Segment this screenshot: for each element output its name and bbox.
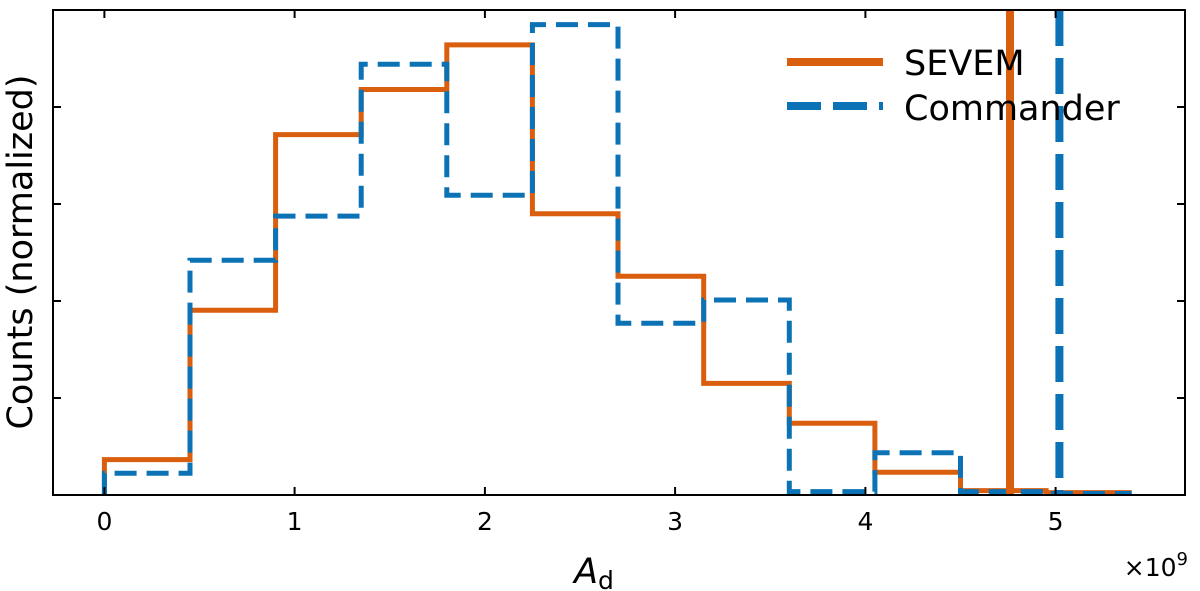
x-tick-label-4: 4	[857, 507, 873, 536]
x-tick-label-1: 1	[287, 507, 303, 536]
legend-label-sevem: SEVEM	[904, 44, 1025, 84]
x-axis-multiplier-base: ×10	[1124, 553, 1177, 582]
marker-lines-layer	[1006, 10, 1064, 495]
x-axis-label: Ad	[572, 552, 614, 591]
x-tick-label-3: 3	[667, 507, 683, 536]
tick-labels-layer: 0 1 2 3 4 5	[96, 507, 1063, 536]
x-axis-multiplier: ×109	[1124, 549, 1188, 582]
x-axis-label-main: A	[572, 552, 598, 591]
ticks-layer	[53, 10, 1185, 495]
series-commander-histogram	[101, 22, 1132, 496]
x-axis-label-subscript: d	[598, 566, 614, 591]
x-tick-label-2: 2	[477, 507, 493, 536]
series-layer	[101, 22, 1132, 496]
x-tick-label-0: 0	[96, 507, 112, 536]
x-axis-multiplier-exponent: 9	[1177, 549, 1188, 570]
legend-label-commander: Commander	[904, 89, 1120, 129]
legend: SEVEM Commander	[787, 44, 1120, 129]
y-axis-label: Counts (normalized)	[1, 74, 41, 429]
plot-frame	[52, 9, 1186, 496]
x-tick-label-5: 5	[1048, 507, 1064, 536]
